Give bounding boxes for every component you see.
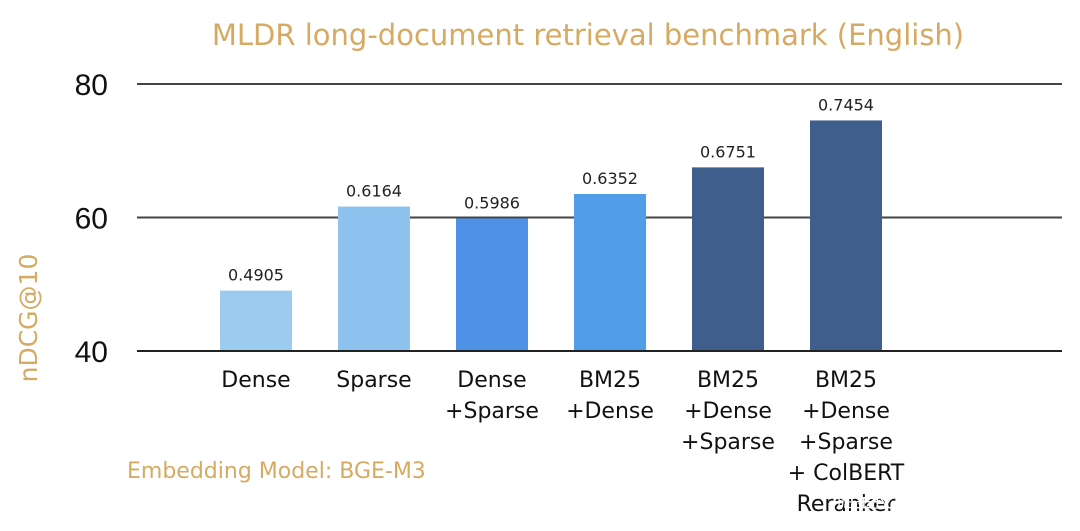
data-label: 0.6751: [700, 142, 756, 161]
data-label: 0.5986: [464, 193, 520, 212]
category-label: Dense: [221, 368, 290, 393]
bars: [220, 120, 882, 352]
watermark: 掘金技术社区 @Leon_vibs: [835, 490, 1068, 512]
model-annotation: Embedding Model: BGE-M3: [127, 459, 426, 484]
category-label: +Sparse: [445, 399, 539, 424]
data-label: 0.4905: [228, 266, 284, 285]
bar: [810, 120, 882, 352]
y-tick-labels: 40 60 80: [75, 69, 108, 369]
category-label: Dense: [457, 368, 526, 393]
category-label: +Dense: [802, 399, 890, 424]
category-label: Sparse: [336, 368, 411, 393]
data-labels: 0.4905 0.6164 0.5986 0.6352 0.6751 0.7454: [228, 95, 874, 284]
y-axis-label: nDCG@10: [14, 254, 43, 383]
category-label: +Sparse: [799, 430, 893, 455]
category-label: BM25: [697, 368, 759, 393]
data-label: 0.6352: [582, 169, 638, 188]
category-labels: Dense Sparse Dense +Sparse BM25 +Dense BM25 +De…: [221, 368, 905, 517]
y-tick-label: 60: [75, 203, 108, 236]
category-label: + ColBERT: [788, 461, 905, 486]
category-label: BM25: [815, 368, 877, 393]
bar: [692, 167, 764, 351]
bar: [220, 290, 292, 351]
category-label: BM25: [579, 368, 641, 393]
bar: [574, 194, 646, 351]
category-label: Reranker: [797, 492, 897, 517]
y-tick-label: 80: [75, 69, 108, 102]
bar: [456, 218, 528, 351]
data-label: 0.7454: [818, 95, 874, 114]
category-label: +Dense: [684, 399, 772, 424]
y-tick-label: 40: [75, 336, 108, 369]
bar: [338, 206, 410, 351]
category-label: +Sparse: [681, 430, 775, 455]
data-label: 0.6164: [346, 182, 402, 201]
chart-title: MLDR long-document retrieval benchmark (…: [212, 18, 964, 52]
category-label: +Dense: [566, 399, 654, 424]
